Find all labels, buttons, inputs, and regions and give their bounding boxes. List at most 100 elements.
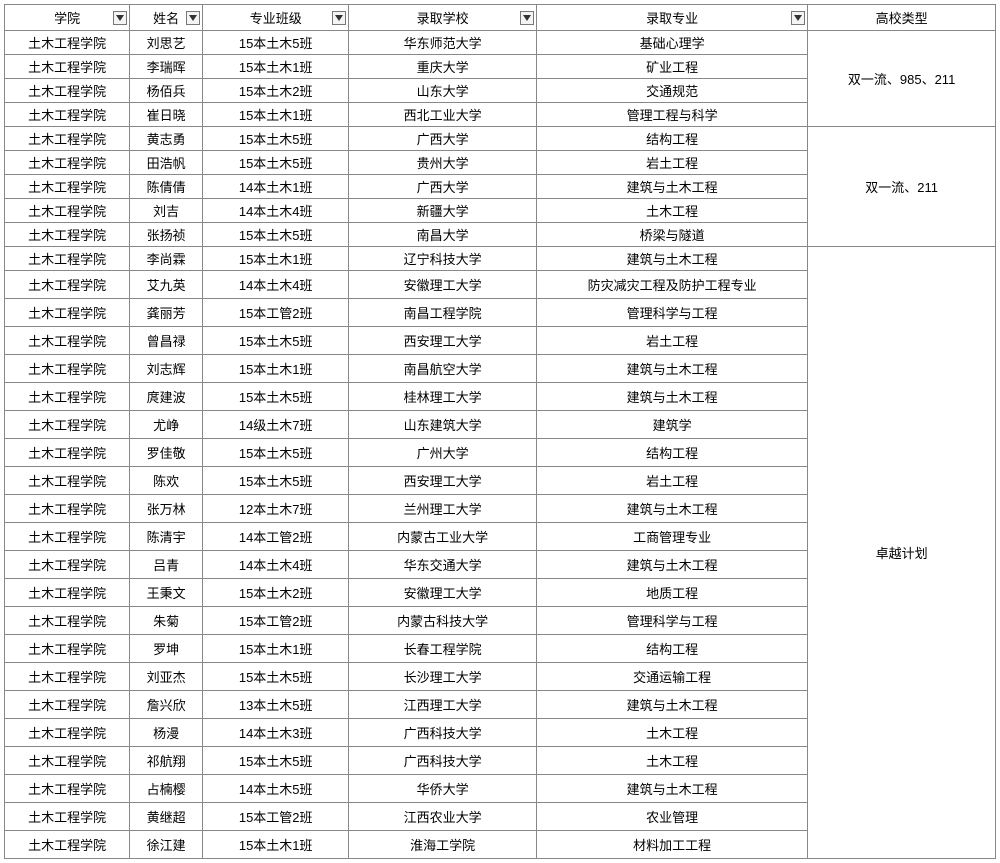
admissions-table: 学院 姓名 专业班级 录取学校 录取专业 高校类型 土木工程学院刘思艺15本土木5班华东师… (4, 4, 996, 859)
cell-school: 广西科技大学 (349, 719, 537, 747)
cell-major: 基础心理学 (536, 31, 807, 55)
table-row: 土木工程学院刘思艺15本土木5班华东师范大学基础心理学双一流、985、211 (5, 31, 996, 55)
cell-class: 15本土木1班 (203, 831, 349, 859)
cell-name: 刘志辉 (130, 355, 203, 383)
cell-class: 14本土木5班 (203, 775, 349, 803)
cell-college: 土木工程学院 (5, 691, 130, 719)
cell-class: 15本土木2班 (203, 79, 349, 103)
cell-name: 詹兴欣 (130, 691, 203, 719)
cell-name: 杨漫 (130, 719, 203, 747)
cell-major: 管理工程与科学 (536, 103, 807, 127)
cell-major: 结构工程 (536, 127, 807, 151)
cell-name: 陈倩倩 (130, 175, 203, 199)
table-row: 土木工程学院黄志勇15本土木5班广西大学结构工程双一流、211 (5, 127, 996, 151)
cell-class: 15本土木1班 (203, 247, 349, 271)
cell-school: 江西农业大学 (349, 803, 537, 831)
cell-type: 双一流、211 (808, 127, 996, 247)
cell-class: 15本工管2班 (203, 803, 349, 831)
cell-college: 土木工程学院 (5, 663, 130, 691)
header-type: 高校类型 (808, 5, 996, 31)
header-label: 录取专业 (646, 11, 698, 26)
header-college: 学院 (5, 5, 130, 31)
cell-class: 15本土木5班 (203, 383, 349, 411)
cell-school: 新疆大学 (349, 199, 537, 223)
header-class: 专业班级 (203, 5, 349, 31)
cell-college: 土木工程学院 (5, 103, 130, 127)
cell-class: 15本土木5班 (203, 127, 349, 151)
cell-college: 土木工程学院 (5, 223, 130, 247)
cell-major: 建筑与土木工程 (536, 383, 807, 411)
cell-school: 华东交通大学 (349, 551, 537, 579)
cell-major: 结构工程 (536, 635, 807, 663)
filter-dropdown-icon[interactable] (113, 11, 127, 25)
cell-major: 建筑与土木工程 (536, 495, 807, 523)
header-school: 录取学校 (349, 5, 537, 31)
cell-college: 土木工程学院 (5, 31, 130, 55)
filter-dropdown-icon[interactable] (520, 11, 534, 25)
cell-class: 14本土木3班 (203, 719, 349, 747)
cell-college: 土木工程学院 (5, 719, 130, 747)
cell-class: 15本土木5班 (203, 31, 349, 55)
header-label: 专业班级 (250, 11, 302, 26)
cell-college: 土木工程学院 (5, 55, 130, 79)
cell-name: 占楠樱 (130, 775, 203, 803)
cell-class: 15本土木5班 (203, 663, 349, 691)
cell-major: 地质工程 (536, 579, 807, 607)
cell-college: 土木工程学院 (5, 635, 130, 663)
cell-college: 土木工程学院 (5, 579, 130, 607)
cell-school: 西安理工大学 (349, 327, 537, 355)
header-label: 高校类型 (876, 11, 928, 26)
cell-college: 土木工程学院 (5, 467, 130, 495)
cell-school: 辽宁科技大学 (349, 247, 537, 271)
cell-name: 陈清宇 (130, 523, 203, 551)
cell-name: 朱菊 (130, 607, 203, 635)
cell-major: 土木工程 (536, 199, 807, 223)
cell-school: 山东大学 (349, 79, 537, 103)
cell-school: 长春工程学院 (349, 635, 537, 663)
cell-college: 土木工程学院 (5, 523, 130, 551)
cell-college: 土木工程学院 (5, 199, 130, 223)
header-label: 姓名 (153, 11, 179, 26)
cell-major: 农业管理 (536, 803, 807, 831)
cell-class: 12本土木7班 (203, 495, 349, 523)
cell-name: 刘吉 (130, 199, 203, 223)
cell-major: 岩土工程 (536, 151, 807, 175)
cell-name: 崔日晓 (130, 103, 203, 127)
table-row: 土木工程学院李尚霖15本土木1班辽宁科技大学建筑与土木工程卓越计划 (5, 247, 996, 271)
cell-class: 15本工管2班 (203, 607, 349, 635)
cell-school: 西北工业大学 (349, 103, 537, 127)
header-label: 录取学校 (417, 11, 469, 26)
cell-major: 建筑与土木工程 (536, 247, 807, 271)
cell-class: 14本工管2班 (203, 523, 349, 551)
cell-college: 土木工程学院 (5, 607, 130, 635)
cell-college: 土木工程学院 (5, 127, 130, 151)
cell-name: 刘亚杰 (130, 663, 203, 691)
cell-major: 防灾减灾工程及防护工程专业 (536, 271, 807, 299)
cell-major: 岩土工程 (536, 327, 807, 355)
cell-school: 华侨大学 (349, 775, 537, 803)
cell-class: 15本土木1班 (203, 103, 349, 127)
cell-school: 南昌航空大学 (349, 355, 537, 383)
cell-class: 14本土木4班 (203, 551, 349, 579)
cell-major: 结构工程 (536, 439, 807, 467)
cell-college: 土木工程学院 (5, 439, 130, 467)
filter-dropdown-icon[interactable] (332, 11, 346, 25)
cell-school: 山东建筑大学 (349, 411, 537, 439)
cell-school: 兰州理工大学 (349, 495, 537, 523)
cell-name: 祁航翔 (130, 747, 203, 775)
cell-college: 土木工程学院 (5, 551, 130, 579)
cell-name: 杨佰兵 (130, 79, 203, 103)
cell-class: 15本土木1班 (203, 635, 349, 663)
filter-dropdown-icon[interactable] (791, 11, 805, 25)
cell-major: 建筑学 (536, 411, 807, 439)
cell-class: 15本土木5班 (203, 439, 349, 467)
cell-college: 土木工程学院 (5, 775, 130, 803)
cell-name: 龚丽芳 (130, 299, 203, 327)
cell-college: 土木工程学院 (5, 383, 130, 411)
cell-class: 14级土木7班 (203, 411, 349, 439)
cell-name: 李瑞晖 (130, 55, 203, 79)
table-header-row: 学院 姓名 专业班级 录取学校 录取专业 高校类型 (5, 5, 996, 31)
filter-dropdown-icon[interactable] (186, 11, 200, 25)
cell-school: 广西大学 (349, 127, 537, 151)
cell-school: 内蒙古科技大学 (349, 607, 537, 635)
